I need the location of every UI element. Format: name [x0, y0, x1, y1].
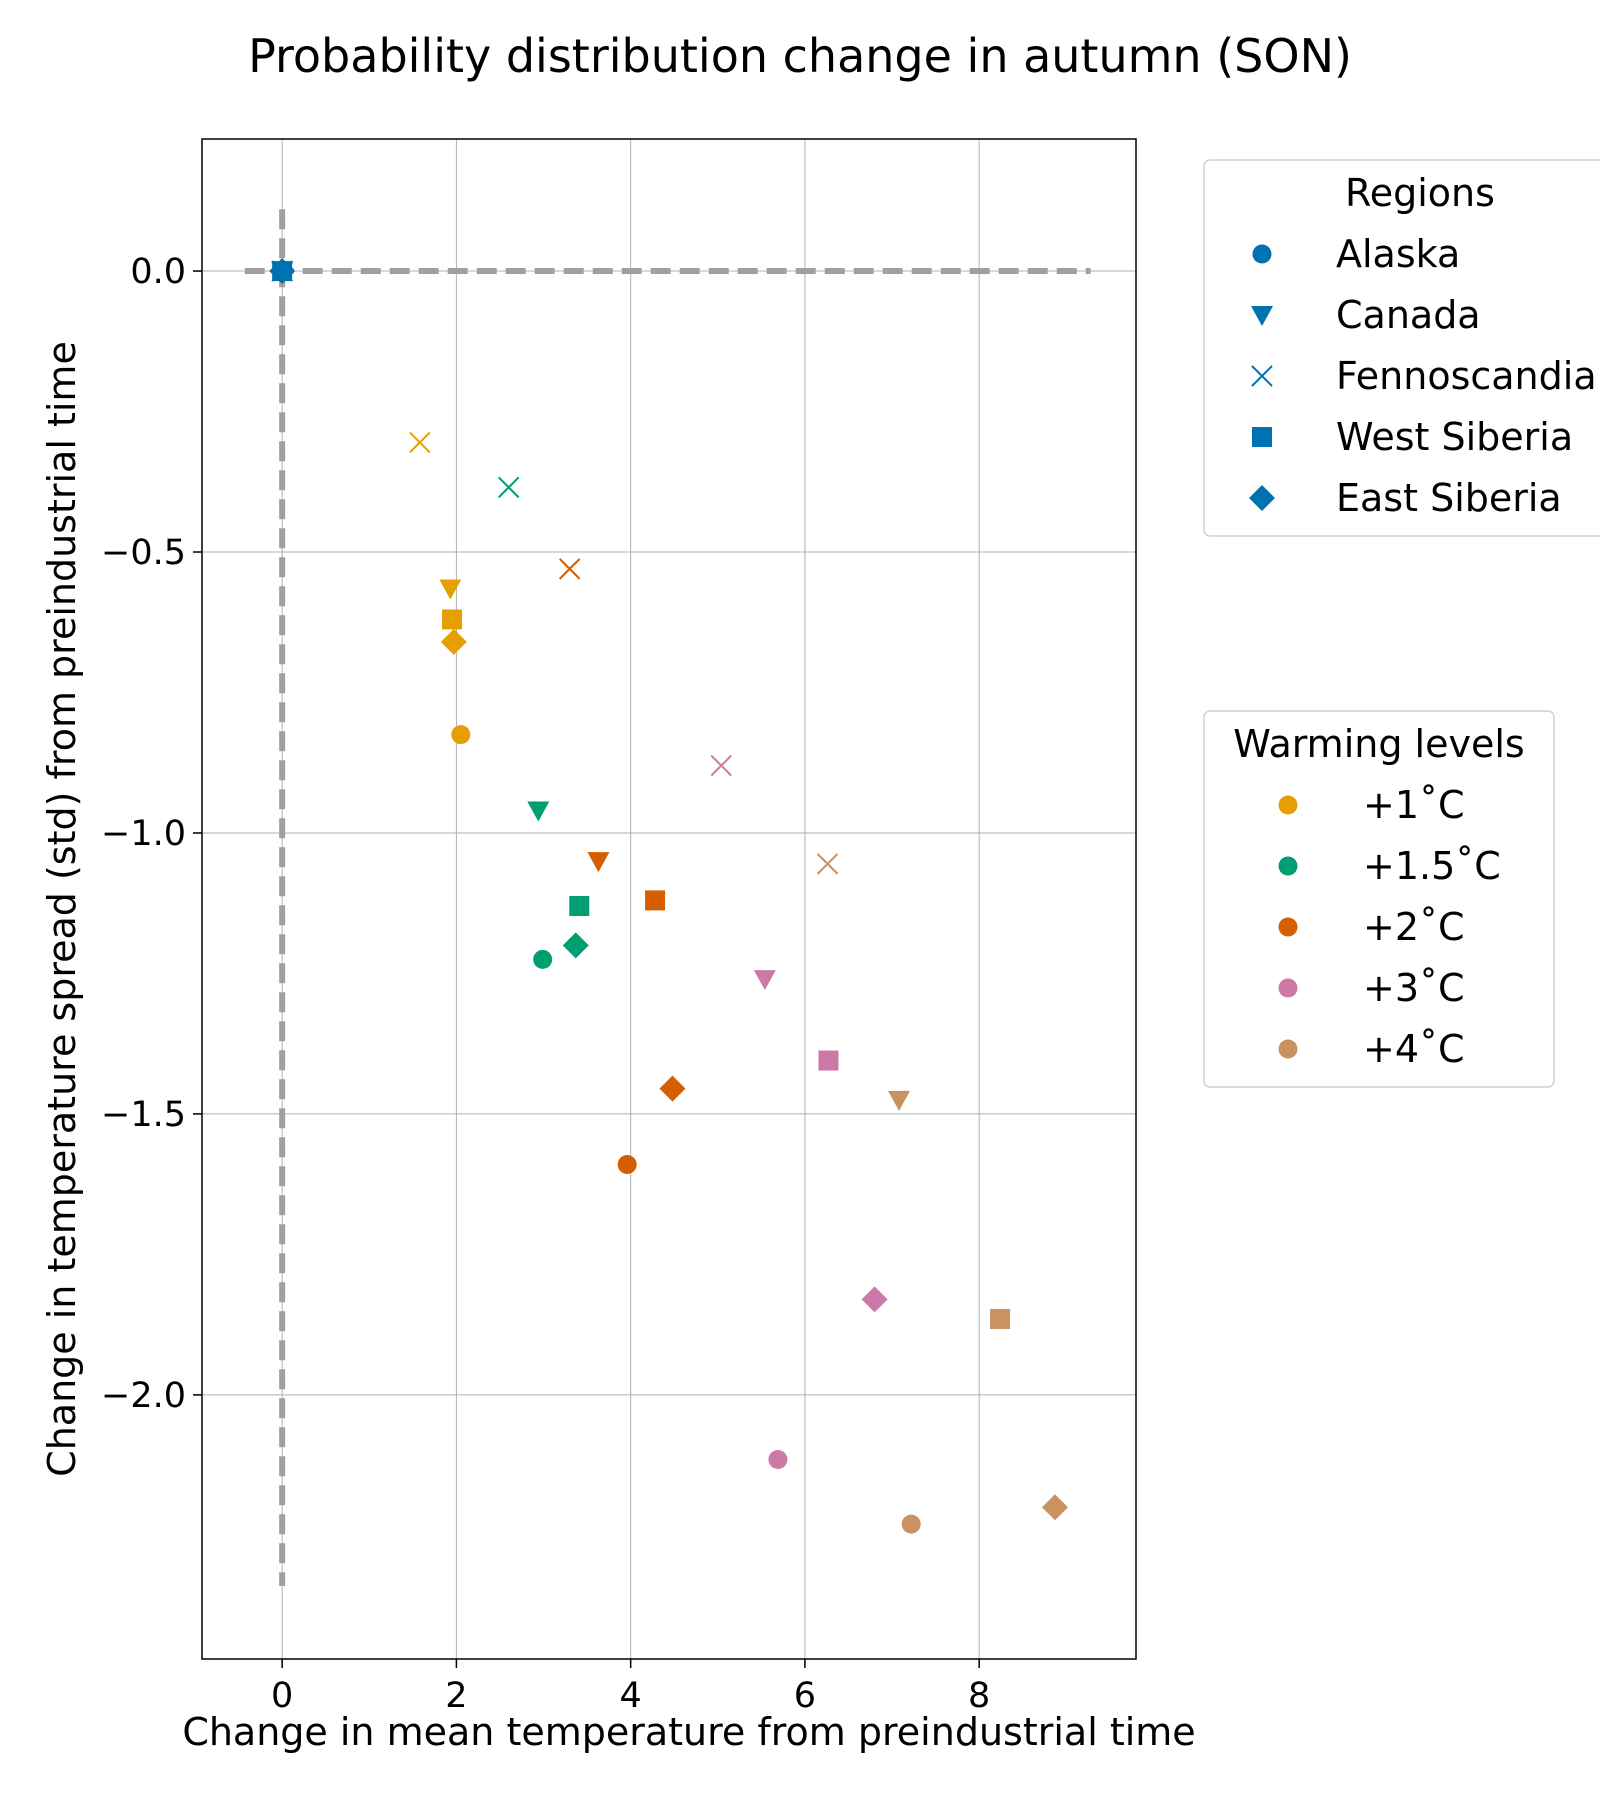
legend-label: +2˚C [1363, 905, 1465, 949]
warming-levels-legend: Warming levels +1˚C +1.5˚C +2˚C +3˚C +4˚C [1203, 710, 1555, 1088]
data-point [990, 1309, 1011, 1330]
y-axis-label: Change in temperature spread (std) from … [40, 341, 84, 1477]
data-points [269, 258, 1068, 1534]
data-point [710, 754, 732, 777]
legend-color-swatch [1278, 856, 1298, 876]
data-point [533, 949, 553, 969]
y-tick-label: −1.5 [101, 1095, 186, 1135]
data-point [888, 1090, 911, 1111]
legend-label: Canada [1336, 293, 1481, 337]
data-point [818, 1050, 839, 1071]
chart-title: Probability distribution change in autum… [248, 29, 1352, 83]
legend-marker-icon [1252, 427, 1272, 447]
legend-label: +1˚C [1363, 783, 1465, 827]
legend-marker-icon [1252, 244, 1272, 264]
data-point [768, 1450, 788, 1470]
legend-label: +3˚C [1363, 966, 1465, 1010]
legend-label: Fennoscandia [1336, 354, 1597, 398]
data-point [753, 970, 776, 991]
data-point [659, 1075, 686, 1102]
data-point [1041, 1494, 1068, 1521]
data-point [440, 628, 467, 655]
legend-color-swatch [1278, 1039, 1298, 1059]
legend-label: East Siberia [1336, 476, 1562, 520]
grid [202, 139, 1136, 1659]
legend-label: +4˚C [1363, 1027, 1465, 1071]
data-point [816, 853, 839, 875]
data-point [617, 1155, 637, 1175]
x-tick-label: 0 [271, 1676, 293, 1716]
y-tick-label: −2.0 [101, 1376, 186, 1416]
y-tick-label: 0.0 [130, 252, 186, 292]
data-point [587, 852, 610, 873]
legend-marker-icon [1249, 485, 1275, 511]
y-tick-label: −1.0 [101, 814, 186, 854]
data-point [569, 896, 590, 917]
warming-levels-legend-title: Warming levels [1233, 722, 1524, 766]
data-point [451, 725, 471, 745]
data-point [645, 890, 666, 911]
x-tick-label: 6 [794, 1676, 816, 1716]
data-point [562, 932, 589, 959]
legend-color-swatch [1278, 978, 1298, 998]
regions-legend: Regions Alaska Canada Fennoscandia West Sib… [1203, 159, 1600, 537]
regions-legend-frame [1203, 159, 1600, 537]
x-tick-label: 2 [445, 1676, 467, 1716]
data-point [497, 476, 520, 499]
x-tick-label: 4 [620, 1676, 642, 1716]
legend-color-swatch [1278, 917, 1298, 937]
legend-marker-icon [1251, 306, 1273, 326]
data-point [901, 1514, 921, 1534]
baseline-point [269, 258, 296, 285]
data-point [409, 431, 431, 454]
regions-legend-title: Regions [1345, 171, 1495, 215]
y-tick-label: −0.5 [101, 533, 186, 573]
data-point [861, 1286, 888, 1313]
reference-lines [244, 209, 1091, 1586]
legend-label: +1.5˚C [1363, 844, 1501, 888]
legend-marker-icon [1251, 365, 1273, 387]
legend-label: West Siberia [1336, 415, 1573, 459]
data-point [439, 579, 462, 600]
axis-ticks: 0 2 4 6 8 0.0 −0.5 −1.0 −1.5 −2.0 [101, 252, 990, 1716]
data-point [527, 801, 550, 822]
data-point [558, 558, 581, 580]
data-point [442, 609, 463, 630]
plot-frame [201, 138, 1137, 1660]
legend-label: Alaska [1336, 232, 1460, 276]
legend-color-swatch [1278, 795, 1298, 815]
x-axis-label: Change in mean temperature from preindus… [182, 1710, 1195, 1754]
x-tick-label: 8 [968, 1676, 990, 1716]
